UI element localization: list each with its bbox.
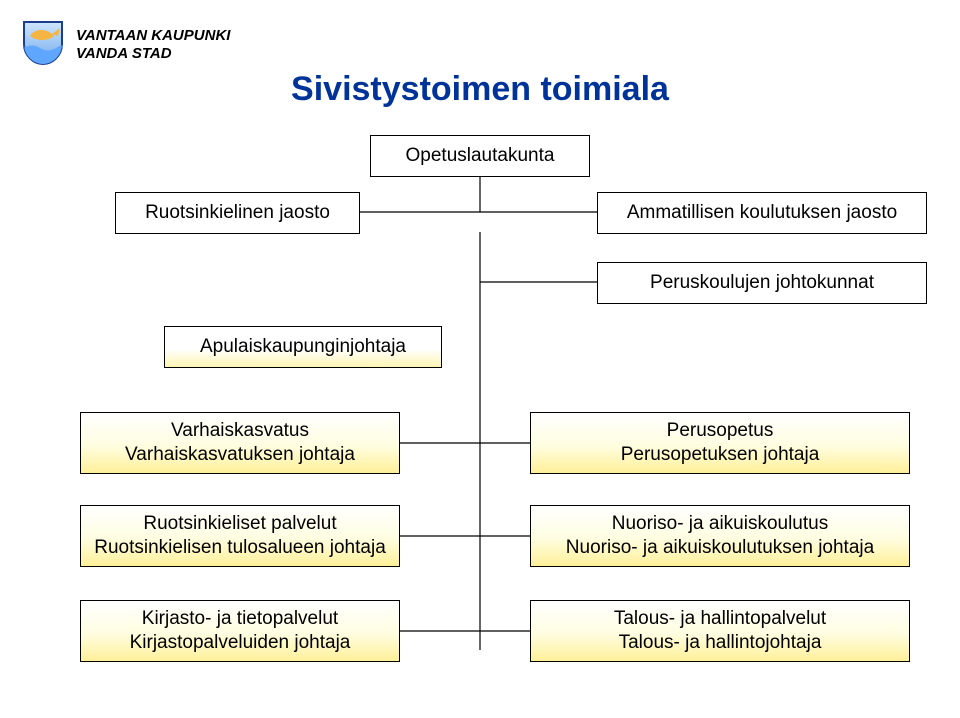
header-line1: VANTAAN KAUPUNKI xyxy=(76,27,230,45)
org-box-peruskoulujen: Peruskoulujen johtokunnat xyxy=(597,262,927,304)
org-box-nuoriso: Nuoriso- ja aikuiskoulutusNuoriso- ja ai… xyxy=(530,505,910,567)
header-line2: VANDA STAD xyxy=(76,45,230,63)
org-box-ammat_jaosto: Ammatillisen koulutuksen jaosto xyxy=(597,192,927,234)
org-box-varhaisk: VarhaiskasvatusVarhaiskasvatuksen johtaj… xyxy=(80,412,400,474)
page-title: Sivistystoimen toimiala xyxy=(0,70,960,109)
page-header: VANTAAN KAUPUNKI VANDA STAD xyxy=(20,18,230,71)
org-box-talous: Talous- ja hallintopalvelutTalous- ja ha… xyxy=(530,600,910,662)
org-box-ruotsink_jaosto: Ruotsinkielinen jaosto xyxy=(115,192,360,234)
org-box-apulaiskaup: Apulaiskaupunginjohtaja xyxy=(164,326,442,368)
city-crest-icon xyxy=(20,18,66,71)
header-text: VANTAAN KAUPUNKI VANDA STAD xyxy=(76,27,230,63)
org-box-opetuslautakunta: Opetuslautakunta xyxy=(370,135,590,177)
org-box-perusop: PerusopetusPerusopetuksen johtaja xyxy=(530,412,910,474)
org-box-kirjasto: Kirjasto- ja tietopalvelutKirjastopalvel… xyxy=(80,600,400,662)
org-box-ruots_palvelut: Ruotsinkieliset palvelutRuotsinkielisen … xyxy=(80,505,400,567)
